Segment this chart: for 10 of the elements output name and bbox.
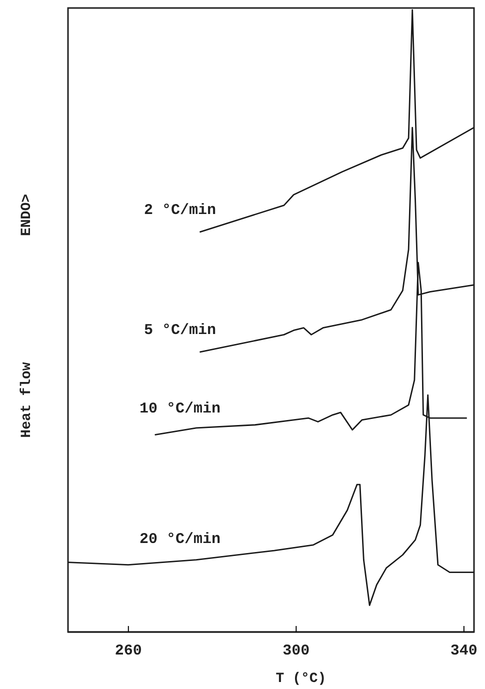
series-label: 5 °C/min: [144, 322, 216, 340]
series-label: 10 °C/min: [139, 400, 221, 418]
x-tick-label: 340: [450, 642, 478, 660]
y-axis-title: Heat flow: [19, 362, 35, 438]
x-tick-label: 260: [114, 642, 142, 660]
x-axis-title: T (°C): [276, 671, 326, 687]
x-tick-label: 300: [282, 642, 310, 660]
text: ENDO>: [19, 194, 35, 236]
series-label: 2 °C/min: [144, 202, 216, 220]
series-label: 20 °C/min: [139, 531, 221, 548]
